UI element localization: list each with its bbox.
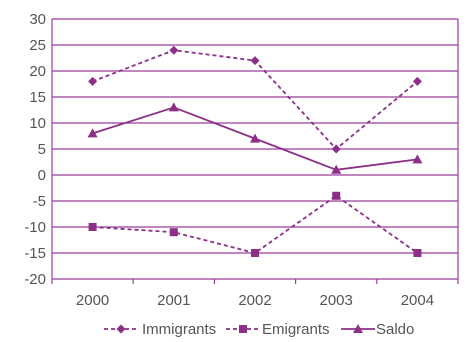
y-tick-label: -20 bbox=[24, 271, 46, 288]
x-tick-label: 2004 bbox=[401, 292, 434, 309]
legend-marker bbox=[116, 324, 126, 334]
data-point-emigrants bbox=[169, 228, 178, 237]
data-point-emigrants bbox=[413, 249, 422, 257]
y-tick-label: 30 bbox=[29, 11, 46, 28]
legend-marker bbox=[353, 324, 363, 333]
y-tick-label: 10 bbox=[29, 115, 46, 132]
series bbox=[87, 45, 423, 257]
legend-label: Saldo bbox=[376, 321, 414, 338]
data-point-immigrants bbox=[88, 76, 98, 86]
series-emigrants bbox=[88, 191, 422, 257]
y-axis-tick-labels: 30 25 20 15 10 5 0 -5 -10 -15 -20 bbox=[24, 11, 46, 288]
legend-item-saldo: Saldo bbox=[341, 321, 414, 338]
data-point-emigrants bbox=[88, 223, 97, 231]
data-point-saldo bbox=[87, 128, 98, 138]
legend-box bbox=[100, 318, 426, 342]
data-point-emigrants bbox=[251, 249, 259, 257]
legend-marker bbox=[239, 325, 247, 333]
series-line-emigrants bbox=[92, 194, 418, 254]
data-point-emigrants bbox=[332, 191, 341, 200]
y-tick-label: -15 bbox=[24, 245, 46, 262]
series-immigrants bbox=[88, 45, 422, 154]
y-tick-label: 5 bbox=[38, 141, 46, 158]
y-tick-label: 0 bbox=[38, 167, 46, 184]
y-tick-label: 20 bbox=[29, 63, 46, 80]
y-tick-label: 25 bbox=[29, 37, 46, 54]
y-tick-label: -10 bbox=[24, 219, 46, 236]
series-saldo bbox=[87, 102, 423, 174]
data-point-immigrants bbox=[250, 56, 260, 66]
y-tick-label: -5 bbox=[33, 193, 46, 210]
x-tick-label: 2002 bbox=[238, 292, 271, 309]
data-point-saldo bbox=[412, 154, 423, 164]
data-point-immigrants bbox=[331, 144, 341, 154]
legend: Immigrants Emigrants Saldo bbox=[100, 318, 426, 342]
y-tick-label: 15 bbox=[29, 89, 46, 106]
legend-item-immigrants: Immigrants bbox=[104, 321, 216, 338]
data-point-immigrants bbox=[169, 45, 179, 55]
legend-label: Emigrants bbox=[262, 321, 330, 338]
data-point-immigrants bbox=[412, 76, 422, 86]
x-tick-label: 2001 bbox=[157, 292, 190, 309]
x-tick-label: 2003 bbox=[320, 292, 353, 309]
data-point-saldo bbox=[250, 133, 260, 143]
x-tick-label: 2000 bbox=[76, 292, 109, 309]
legend-item-emigrants: Emigrants bbox=[226, 321, 330, 338]
x-axis-tick-labels: 2000 2001 2002 2003 2004 bbox=[76, 292, 434, 309]
legend-label: Immigrants bbox=[142, 321, 216, 338]
data-point-saldo bbox=[331, 164, 342, 174]
data-point-saldo bbox=[168, 102, 179, 112]
